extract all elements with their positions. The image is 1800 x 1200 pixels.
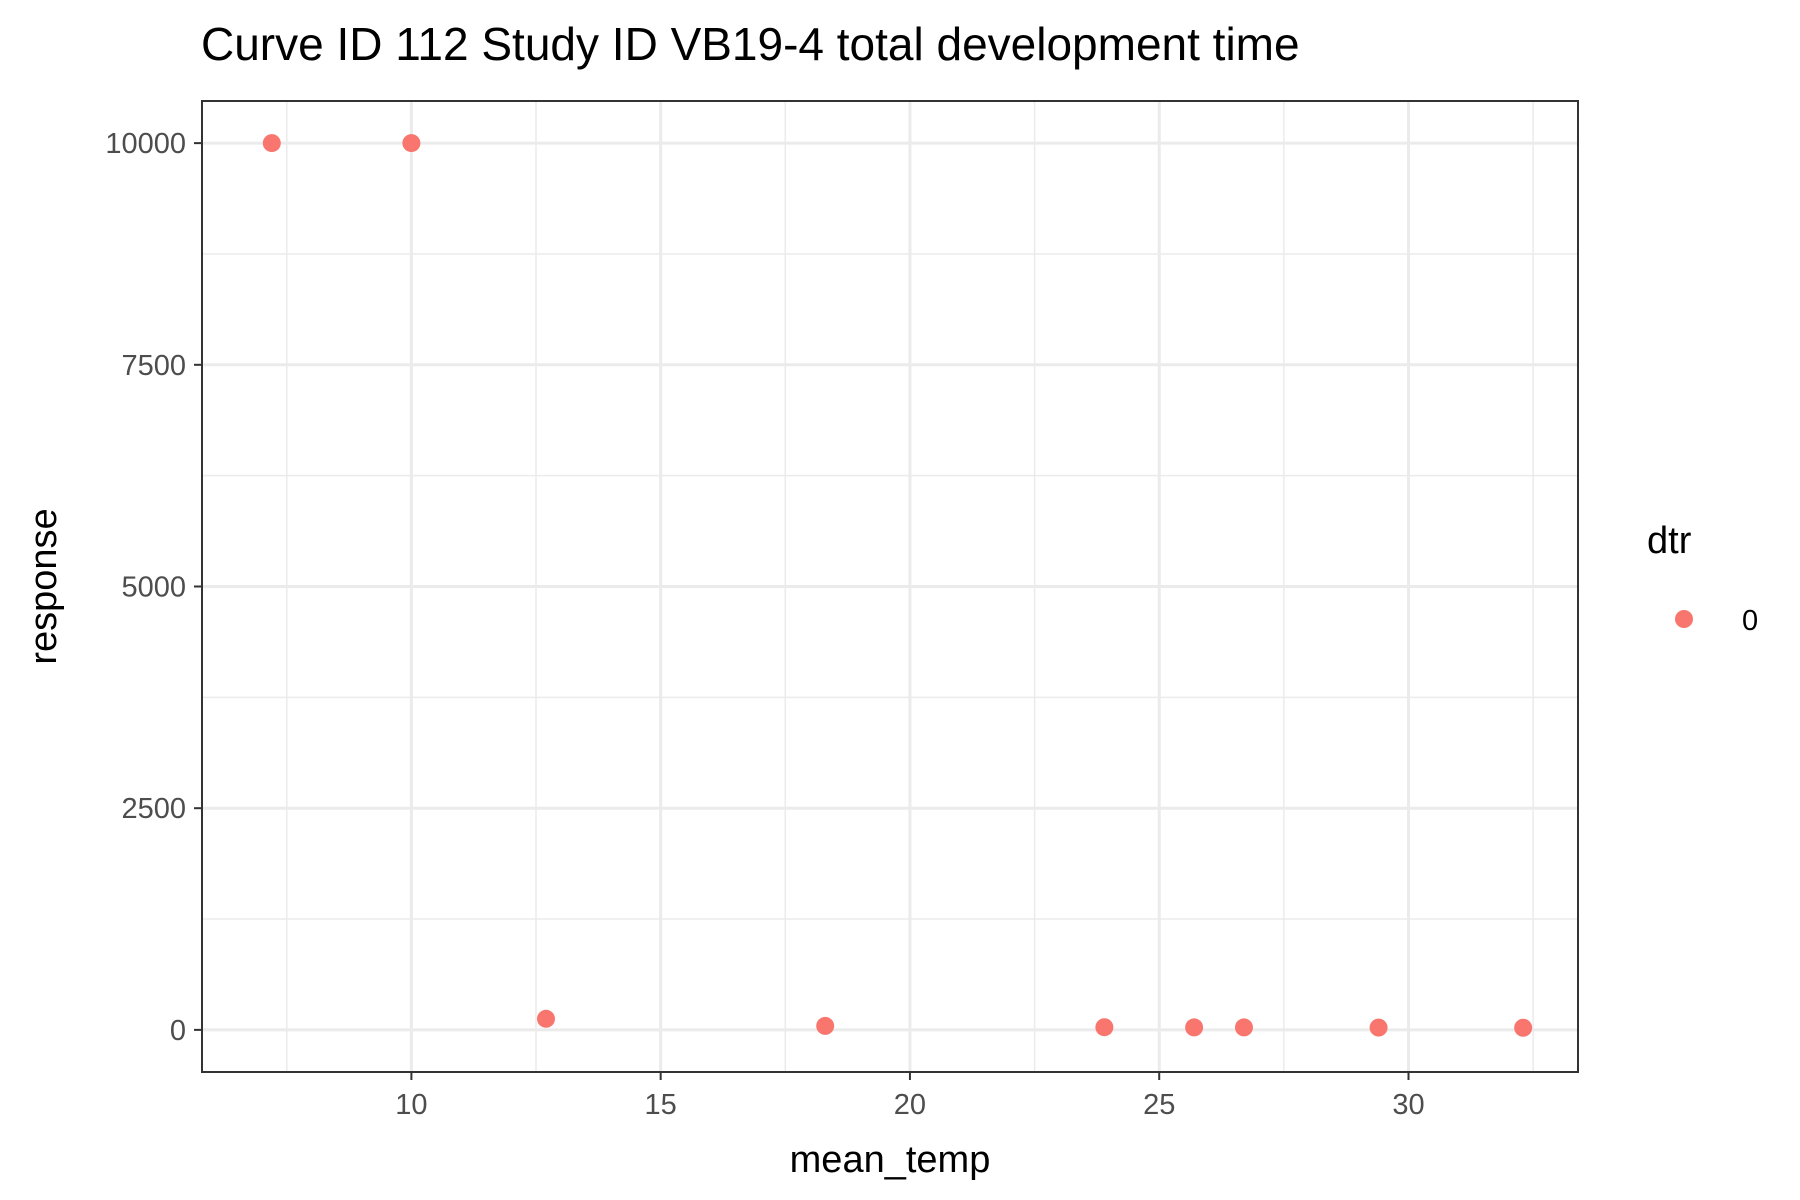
legend: dtr 0 xyxy=(1647,520,1758,637)
data-point xyxy=(1095,1018,1114,1037)
legend-label-0: 0 xyxy=(1742,605,1758,637)
data-point xyxy=(537,1009,555,1028)
x-tick-label: 20 xyxy=(894,1089,926,1121)
data-point xyxy=(1514,1018,1533,1037)
x-axis-title: mean_temp xyxy=(790,1139,991,1181)
data-point xyxy=(1234,1018,1253,1037)
y-tick-label: 5000 xyxy=(121,572,186,604)
legend-key-0 xyxy=(1675,610,1693,628)
x-tick-label: 25 xyxy=(1143,1089,1175,1121)
data-point xyxy=(1185,1018,1204,1037)
chart-title: Curve ID 112 Study ID VB19-4 total devel… xyxy=(201,18,1300,70)
y-axis-title: response xyxy=(23,508,65,664)
y-tick-label: 2500 xyxy=(121,793,186,825)
legend-title: dtr xyxy=(1647,520,1692,562)
data-point xyxy=(262,134,281,153)
data-point xyxy=(816,1016,835,1035)
x-tick-label: 10 xyxy=(395,1089,427,1121)
y-tick-label: 0 xyxy=(170,1015,186,1047)
major-gridlines xyxy=(202,101,1578,1072)
y-tick-label: 10000 xyxy=(105,128,186,160)
data-points xyxy=(262,134,1533,1037)
data-point xyxy=(1369,1018,1388,1037)
y-axis-ticks: 0 2500 5000 7500 10000 xyxy=(105,128,202,1047)
data-point xyxy=(402,134,421,153)
y-tick-label: 7500 xyxy=(121,350,186,382)
x-tick-label: 15 xyxy=(645,1089,677,1121)
x-axis-ticks: 10 15 20 25 30 xyxy=(395,1072,1425,1121)
x-tick-label: 30 xyxy=(1392,1089,1424,1121)
